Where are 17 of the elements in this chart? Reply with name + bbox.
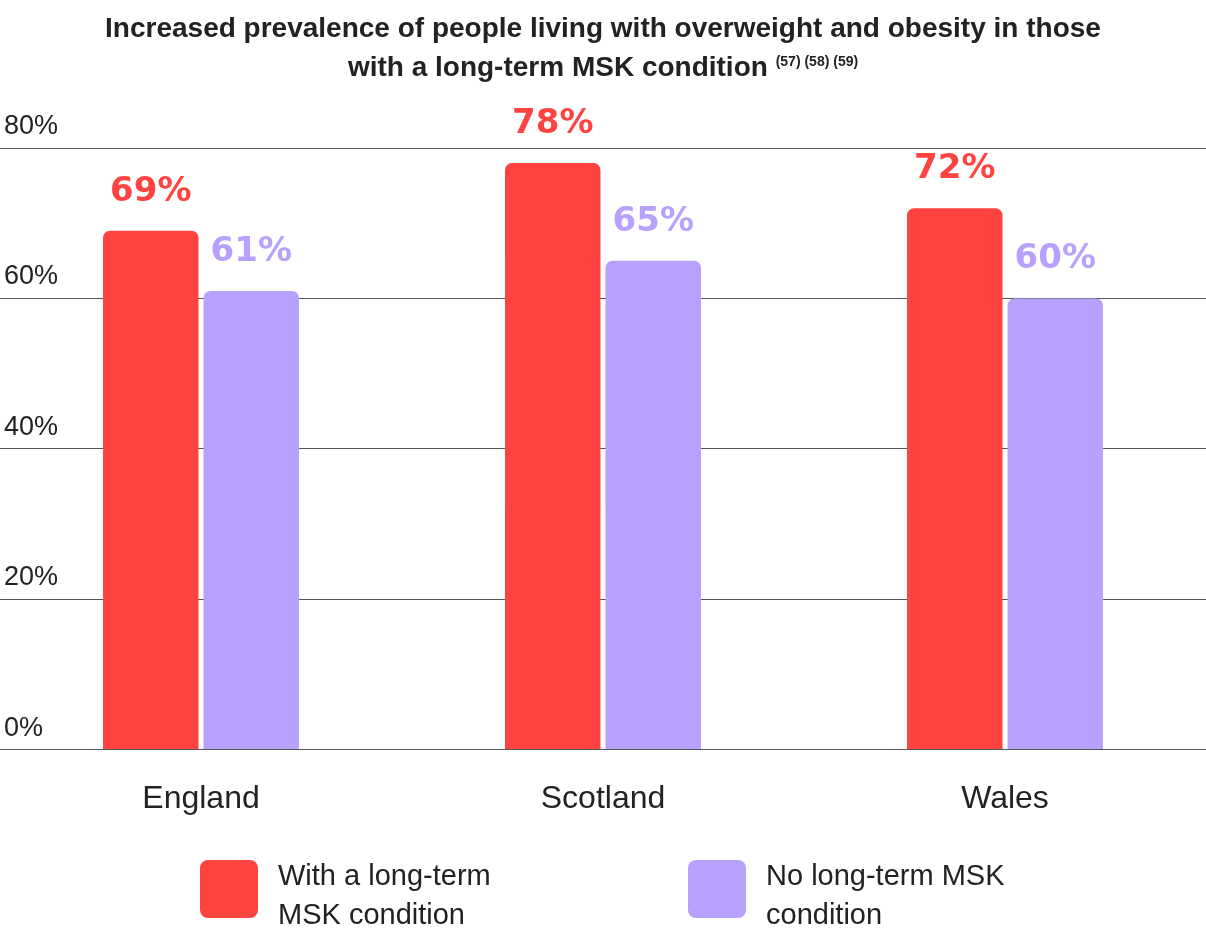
data-label: 60% — [1014, 236, 1096, 277]
y-tick-label: 20% — [4, 561, 59, 592]
data-label: 65% — [612, 198, 694, 239]
y-tick-label: 0% — [4, 711, 44, 742]
data-label: 69% — [110, 168, 192, 209]
legend-label: No long-term MSK condition — [766, 858, 1006, 933]
data-label: 72% — [914, 145, 996, 186]
y-tick-label: 40% — [4, 410, 59, 441]
x-tick-label: Scotland — [540, 778, 666, 815]
legend-label: With a long-term MSK condition — [278, 858, 492, 933]
data-label: 78% — [512, 100, 594, 141]
data-label: 61% — [210, 228, 292, 269]
y-tick-label: 80% — [4, 109, 59, 140]
x-tick-label: England — [142, 778, 260, 815]
x-tick-label: Wales — [961, 778, 1049, 815]
y-tick-label: 60% — [4, 260, 59, 291]
chart-title: Increased prevalence of people living with overweight and obesity in those with a long-term MSK condition $^{(57) (58) (59)}$ — [104, 11, 1102, 85]
